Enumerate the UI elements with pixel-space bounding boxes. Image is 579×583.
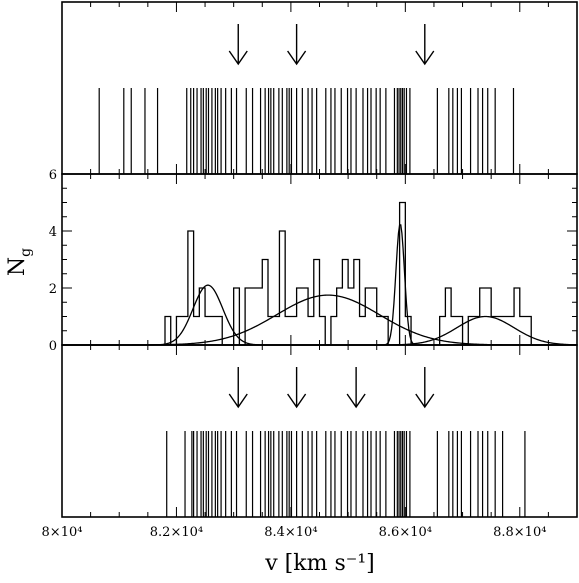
y-axis-title-sub: g bbox=[18, 248, 34, 257]
bottom-arrow-head bbox=[287, 393, 307, 409]
x-tick-label: 8.8×10⁴ bbox=[493, 525, 546, 540]
y-tick-label: 6 bbox=[49, 168, 57, 183]
bottom-arrow-head bbox=[228, 393, 248, 409]
y-tick-label: 4 bbox=[49, 225, 57, 240]
x-axis-title: v [km s⁻¹] bbox=[264, 551, 375, 576]
y-tick-label: 2 bbox=[49, 282, 57, 297]
y-axis-title: Ng bbox=[5, 248, 34, 276]
bottom-panel bbox=[61, 344, 578, 518]
bottom-arrow-head bbox=[346, 393, 366, 409]
top-arrow-head bbox=[287, 50, 307, 66]
x-tick-label: 8.6×10⁴ bbox=[379, 525, 432, 540]
x-tick-label: 8.2×10⁴ bbox=[150, 525, 203, 540]
y-tick-label: 0 bbox=[49, 339, 57, 354]
top-arrow-head bbox=[228, 50, 248, 66]
x-tick-label: 8.4×10⁴ bbox=[264, 525, 317, 540]
bottom-arrow-head bbox=[415, 393, 435, 409]
top-arrow-head bbox=[415, 50, 435, 66]
y-axis-title-main: N bbox=[5, 257, 30, 276]
x-tick-label: 8×10⁴ bbox=[42, 525, 83, 540]
svg-text:Ng: Ng bbox=[5, 248, 34, 276]
x-tick-labels: 8×10⁴ 8.2×10⁴ 8.4×10⁴ 8.6×10⁴ 8.8×10⁴ bbox=[42, 525, 547, 540]
top-panel bbox=[61, 1, 578, 175]
